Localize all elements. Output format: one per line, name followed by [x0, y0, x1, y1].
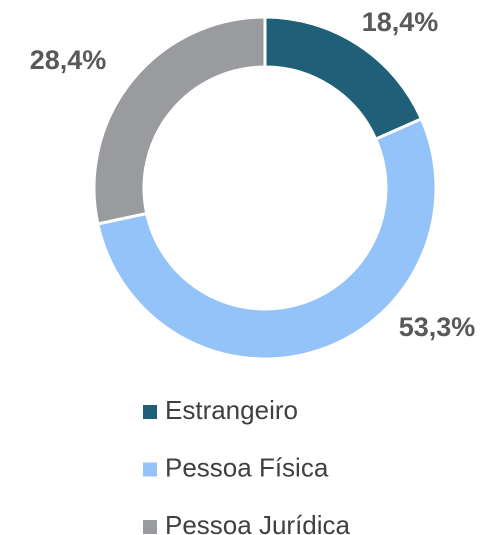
donut-slice: [96, 116, 438, 361]
legend-label: Estrangeiro: [165, 395, 298, 425]
legend-label: Pessoa Física: [165, 452, 329, 482]
legend-label: Pessoa Jurídica: [165, 510, 351, 535]
legend-swatch: [143, 462, 157, 477]
data-label: 18,4%: [362, 7, 439, 37]
legend-swatch: [143, 520, 157, 534]
data-label: 28,4%: [30, 45, 107, 75]
legend-swatch: [143, 405, 157, 419]
donut-slice: [92, 15, 267, 226]
data-label: 53,3%: [399, 312, 476, 342]
